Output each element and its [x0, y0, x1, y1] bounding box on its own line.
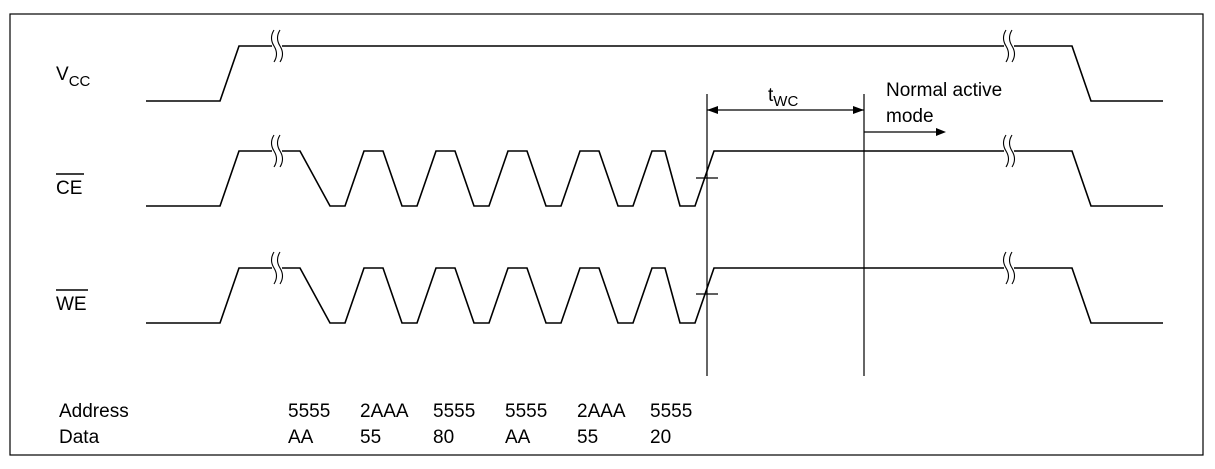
data-value: 55: [360, 427, 381, 448]
ce-waveform: [146, 150, 1163, 207]
twc-label: tWC: [768, 85, 798, 110]
break-mark: [1002, 29, 1016, 64]
address-value: 5555: [288, 401, 330, 422]
normal-active-label: Normal active: [886, 80, 1002, 101]
mode-label: mode: [886, 106, 934, 127]
address-value: 2AAA: [577, 401, 626, 422]
vcc-label: VCC: [56, 64, 91, 90]
address-value: 2AAA: [360, 401, 409, 422]
twc-arrow: [707, 106, 864, 114]
break-mark: [270, 134, 284, 169]
data-value: 20: [650, 427, 671, 448]
break-mark: [1002, 134, 1016, 169]
vcc-waveform: [146, 45, 1163, 102]
break-mark: [270, 29, 284, 64]
diagram-frame: [9, 13, 1204, 456]
data-value: AA: [505, 427, 531, 448]
address-value: 5555: [650, 401, 692, 422]
we-label: WE: [56, 294, 87, 315]
normal-mode-arrow: [864, 128, 946, 136]
address-value: 5555: [433, 401, 475, 422]
ce-label: CE: [56, 178, 82, 199]
break-mark: [1002, 251, 1016, 286]
data-value: AA: [288, 427, 314, 448]
data-value: 80: [433, 427, 454, 448]
data-label: Data: [59, 427, 100, 448]
break-mark: [270, 251, 284, 286]
address-label: Address: [59, 401, 129, 422]
data-value: 55: [577, 427, 598, 448]
we-waveform: [146, 267, 1163, 324]
address-value: 5555: [505, 401, 547, 422]
